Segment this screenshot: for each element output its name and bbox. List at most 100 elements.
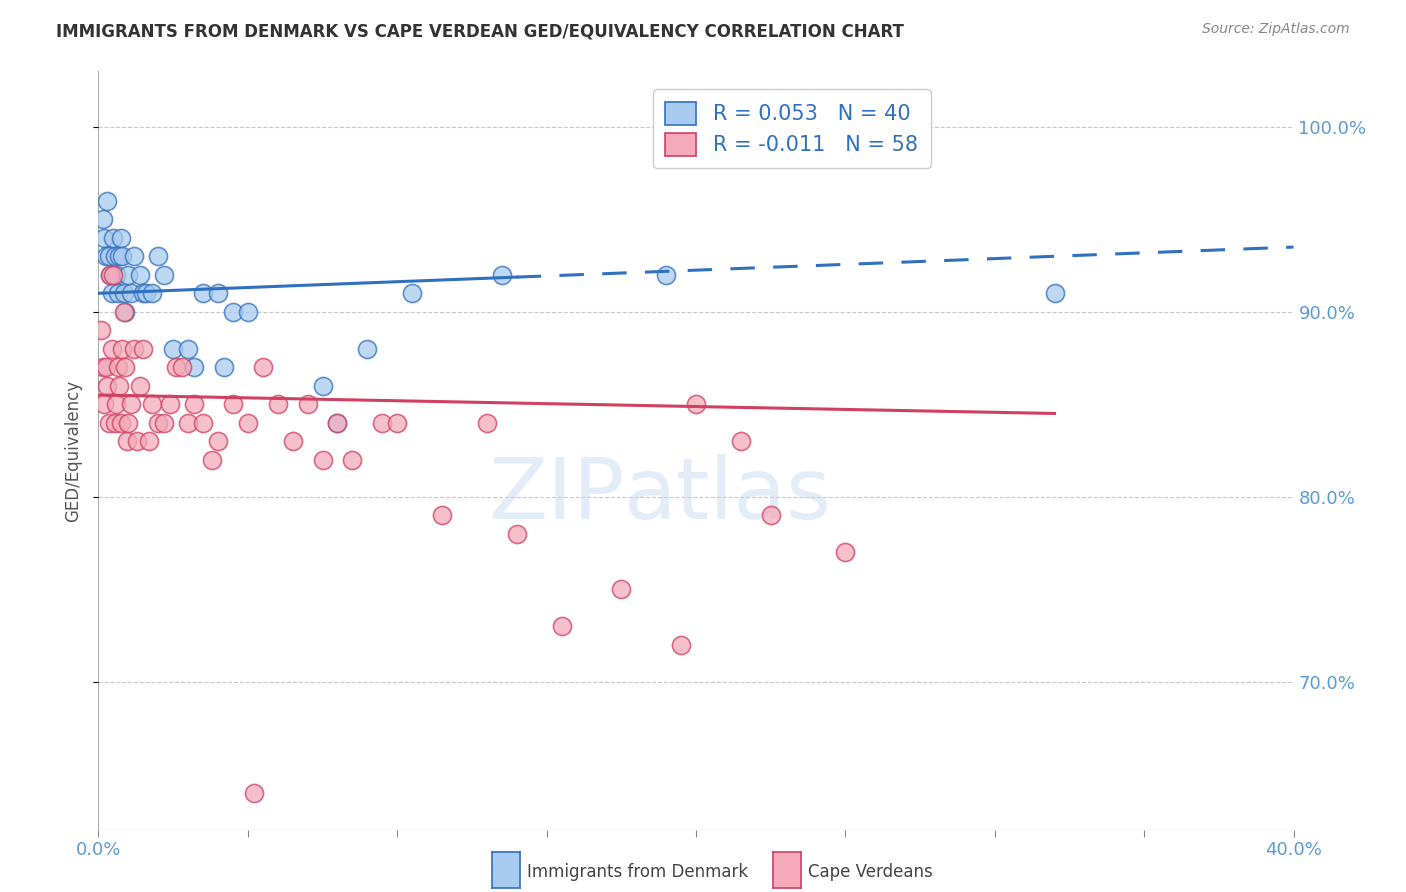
Point <box>183 360 205 375</box>
Point <box>243 786 266 800</box>
Point <box>371 416 394 430</box>
Point <box>98 268 122 282</box>
Point <box>91 212 114 227</box>
Point <box>112 305 135 319</box>
Point <box>172 360 194 375</box>
Point <box>110 416 132 430</box>
Point <box>93 397 115 411</box>
Point <box>97 249 120 263</box>
Point <box>222 397 245 411</box>
Point <box>132 342 155 356</box>
Point <box>356 342 378 356</box>
Point <box>191 286 214 301</box>
Point <box>685 397 707 411</box>
Point <box>148 416 170 430</box>
Point <box>550 619 572 633</box>
Point <box>124 249 146 263</box>
Point <box>141 286 163 301</box>
Point <box>669 638 692 652</box>
Point <box>138 434 160 449</box>
Point <box>183 397 205 411</box>
Point <box>114 360 136 375</box>
Point <box>94 360 117 375</box>
Point <box>191 416 214 430</box>
Text: Source: ZipAtlas.com: Source: ZipAtlas.com <box>1202 22 1350 37</box>
Point <box>177 416 200 430</box>
Point <box>107 286 129 301</box>
Point <box>326 416 349 430</box>
Point <box>105 268 128 282</box>
Point <box>311 452 333 467</box>
Point <box>834 545 856 559</box>
Point <box>105 397 128 411</box>
Point <box>201 452 224 467</box>
Point <box>101 342 124 356</box>
Point <box>120 286 142 301</box>
Point <box>297 397 319 411</box>
Point <box>236 416 259 430</box>
Point <box>93 231 115 245</box>
Point <box>655 268 678 282</box>
Point <box>114 305 136 319</box>
Point <box>311 378 333 392</box>
Point <box>153 416 176 430</box>
Legend: R = 0.053   N = 40, R = -0.011   N = 58: R = 0.053 N = 40, R = -0.011 N = 58 <box>652 89 931 168</box>
Point <box>104 416 127 430</box>
Point <box>153 268 176 282</box>
Point <box>98 268 122 282</box>
Point <box>124 342 146 356</box>
Point <box>430 508 453 523</box>
Point <box>117 416 139 430</box>
Y-axis label: GED/Equivalency: GED/Equivalency <box>65 379 83 522</box>
Point <box>110 231 132 245</box>
Text: ZIP: ZIP <box>488 454 624 538</box>
Point <box>326 416 349 430</box>
Point <box>207 434 229 449</box>
Point <box>115 434 138 449</box>
Point <box>91 360 114 375</box>
Point <box>610 582 633 596</box>
Text: Cape Verdeans: Cape Verdeans <box>808 863 934 881</box>
Point <box>141 397 163 411</box>
Point <box>108 378 131 392</box>
Point <box>127 434 149 449</box>
Point <box>135 286 157 301</box>
Point <box>107 360 129 375</box>
Text: IMMIGRANTS FROM DENMARK VS CAPE VERDEAN GED/EQUIVALENCY CORRELATION CHART: IMMIGRANTS FROM DENMARK VS CAPE VERDEAN … <box>56 22 904 40</box>
Point <box>132 286 155 301</box>
Point <box>90 323 112 337</box>
Point <box>111 249 134 263</box>
Point <box>252 360 274 375</box>
Point <box>730 434 752 449</box>
Point <box>101 286 124 301</box>
Point <box>103 231 125 245</box>
Point <box>97 416 120 430</box>
Point <box>506 526 529 541</box>
Point <box>267 397 290 411</box>
Point <box>281 434 304 449</box>
Point <box>491 268 513 282</box>
Text: Immigrants from Denmark: Immigrants from Denmark <box>527 863 748 881</box>
Point <box>112 286 135 301</box>
Point <box>96 378 118 392</box>
Point <box>177 342 200 356</box>
Text: atlas: atlas <box>624 454 832 538</box>
Point <box>207 286 229 301</box>
Point <box>222 305 245 319</box>
Point <box>759 508 782 523</box>
Point <box>129 378 152 392</box>
Point <box>236 305 259 319</box>
Point <box>401 286 423 301</box>
Point <box>94 249 117 263</box>
Point <box>1043 286 1066 301</box>
Point <box>342 452 364 467</box>
Point <box>162 342 184 356</box>
Point <box>475 416 498 430</box>
Point <box>117 268 139 282</box>
Point <box>111 342 134 356</box>
Point <box>159 397 181 411</box>
Point <box>165 360 187 375</box>
Point <box>148 249 170 263</box>
Point <box>385 416 409 430</box>
Point <box>120 397 142 411</box>
